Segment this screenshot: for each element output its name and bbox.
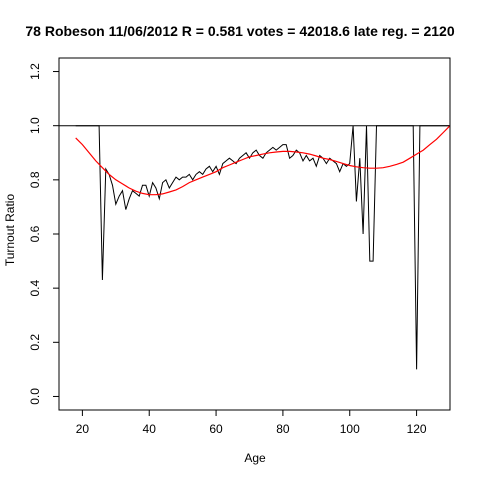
x-tick-label: 60 — [209, 422, 223, 436]
y-tick-label: 1.0 — [28, 117, 42, 134]
y-tick-label: 0.2 — [28, 334, 42, 351]
x-tick-label: 40 — [143, 422, 157, 436]
x-tick-label: 120 — [407, 422, 427, 436]
x-tick-label: 100 — [340, 422, 360, 436]
y-tick-label: 0.4 — [28, 279, 42, 296]
x-tick-label: 20 — [76, 422, 90, 436]
y-tick-label: 0.6 — [28, 225, 42, 242]
fitted-curve-line — [75, 125, 450, 196]
y-tick-label: 0.0 — [28, 388, 42, 405]
y-axis: 0.0 0.2 0.4 0.6 0.8 1.0 1.2 — [28, 63, 59, 405]
y-tick-label: 1.2 — [28, 63, 42, 80]
y-axis-label: Turnout Ratio — [3, 194, 17, 267]
plot-frame — [58, 57, 451, 411]
observed-turnout-line — [75, 125, 450, 370]
x-axis-label: Age — [244, 451, 266, 465]
plot-area — [59, 125, 450, 370]
x-axis: 20 40 60 80 100 120 — [76, 410, 427, 436]
chart-title: 78 Robeson 11/06/2012 R = 0.581 votes = … — [25, 23, 454, 39]
y-tick-label: 0.8 — [28, 171, 42, 188]
x-tick-label: 80 — [276, 422, 290, 436]
